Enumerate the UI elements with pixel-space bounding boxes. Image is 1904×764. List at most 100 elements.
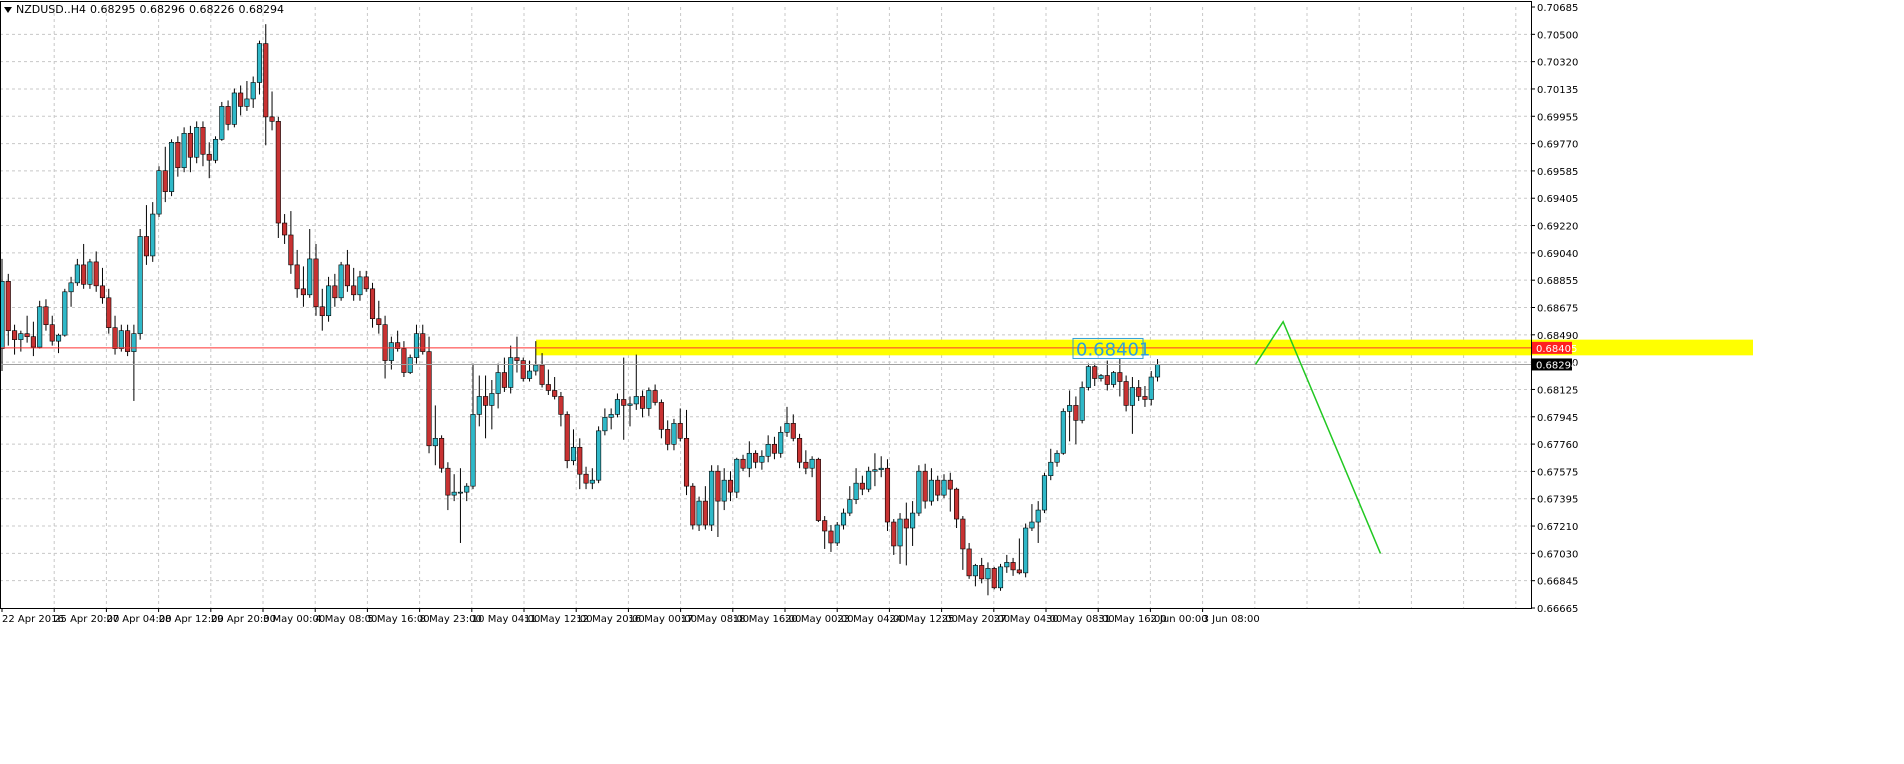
candle-down bbox=[426, 351, 432, 447]
chart-menu-icon[interactable] bbox=[4, 6, 12, 13]
candle-down bbox=[420, 333, 426, 352]
x-tick-label: 27 Apr 04:00 bbox=[106, 614, 171, 625]
candle-down bbox=[1010, 562, 1016, 571]
candle-up bbox=[746, 452, 752, 469]
candle-down bbox=[288, 234, 294, 266]
candle-down bbox=[269, 116, 275, 122]
candle-down bbox=[677, 423, 683, 439]
candle-up bbox=[614, 399, 620, 415]
candle-down bbox=[49, 324, 55, 342]
candle-up bbox=[671, 423, 677, 445]
candles bbox=[0, 24, 1161, 596]
candle-down bbox=[640, 396, 646, 409]
candle-down bbox=[740, 458, 746, 469]
candle-down bbox=[263, 43, 269, 118]
candle-up bbox=[326, 285, 332, 317]
candle-up bbox=[721, 479, 727, 502]
y-tick-label: 0.67760 bbox=[1537, 440, 1578, 451]
y-tick-label: 0.69585 bbox=[1537, 167, 1578, 178]
candle-down bbox=[401, 348, 407, 373]
candle-up bbox=[1054, 452, 1060, 463]
candle-down bbox=[483, 396, 489, 406]
candle-up bbox=[407, 357, 413, 373]
candle-down bbox=[859, 482, 865, 490]
x-tick-label: 16 May 00:00 bbox=[628, 614, 697, 625]
candle-down bbox=[702, 500, 708, 526]
candle-up bbox=[709, 470, 715, 526]
candle-up bbox=[847, 499, 853, 514]
candle-down bbox=[200, 127, 206, 155]
candle-up bbox=[589, 479, 595, 484]
candle-down bbox=[797, 438, 803, 463]
x-tick-label: 18 May 16:00 bbox=[733, 614, 802, 625]
candle-up bbox=[0, 281, 5, 349]
candle-up bbox=[432, 438, 438, 447]
zone-label: 0.68401 bbox=[1076, 339, 1150, 360]
candle-down bbox=[501, 372, 507, 388]
x-tick-label: 2 Jun 00:00 bbox=[1150, 614, 1207, 625]
x-tick-label: 10 May 04:00 bbox=[472, 614, 541, 625]
y-tick-label: 0.70685 bbox=[1537, 3, 1578, 14]
candle-down bbox=[966, 548, 972, 577]
x-tick-label: 20 May 00:00 bbox=[785, 614, 854, 625]
low-value: 0.68226 bbox=[189, 3, 235, 16]
candle-down bbox=[954, 488, 960, 520]
candle-down bbox=[313, 258, 319, 308]
candle-down bbox=[514, 357, 520, 361]
candle-down bbox=[294, 264, 300, 290]
candle-down bbox=[683, 438, 690, 487]
candle-down bbox=[652, 390, 658, 403]
candle-down bbox=[376, 318, 382, 325]
y-tick-label: 0.67210 bbox=[1537, 522, 1578, 533]
candle-down bbox=[445, 467, 451, 496]
x-tick-label: 3 May 00:00 bbox=[263, 614, 325, 625]
candle-down bbox=[960, 518, 966, 550]
candle-down bbox=[545, 384, 551, 391]
candle-up bbox=[608, 414, 614, 418]
candle-up bbox=[916, 470, 922, 514]
candle-down bbox=[382, 324, 388, 361]
candle-up bbox=[150, 213, 156, 257]
candle-down bbox=[1123, 381, 1129, 406]
candle-down bbox=[175, 141, 181, 169]
candle-up bbox=[809, 458, 815, 469]
candle-up bbox=[156, 170, 162, 215]
candle-up bbox=[219, 106, 225, 140]
current-price-tag-label: 0.68294 bbox=[1536, 360, 1577, 371]
x-tick-label: 11 May 12:00 bbox=[524, 614, 593, 625]
candle-down bbox=[93, 261, 99, 287]
candle-down bbox=[884, 467, 891, 523]
y-tick-label: 0.69955 bbox=[1537, 112, 1578, 123]
candle-up bbox=[74, 264, 80, 284]
y-tick-label: 0.70135 bbox=[1537, 85, 1578, 96]
y-tick-label: 0.66845 bbox=[1537, 577, 1578, 588]
candle-down bbox=[727, 479, 734, 493]
x-tick-label: 22 Apr 2016 bbox=[2, 614, 64, 625]
candle-up bbox=[357, 276, 363, 296]
candle-up bbox=[997, 566, 1004, 589]
candle-down bbox=[991, 568, 997, 589]
candle-down bbox=[558, 396, 564, 415]
overlays: 0.68401 bbox=[0, 320, 1531, 554]
x-tick-label: 25 Apr 20:00 bbox=[54, 614, 119, 625]
candle-up bbox=[118, 330, 124, 349]
candle-up bbox=[256, 43, 263, 83]
candle-down bbox=[282, 222, 288, 236]
line-price-tag bbox=[1532, 341, 1572, 354]
candle-up bbox=[37, 306, 43, 348]
candle-down bbox=[344, 264, 350, 287]
candle-up bbox=[131, 333, 137, 352]
candle-up bbox=[853, 482, 859, 500]
candle-down bbox=[1136, 387, 1142, 397]
candle-up bbox=[533, 364, 539, 372]
x-tick-label: 28 Apr 12:00 bbox=[159, 614, 224, 625]
candle-down bbox=[790, 423, 796, 439]
candle-down bbox=[1117, 372, 1123, 382]
y-tick-label: 0.68125 bbox=[1537, 385, 1578, 396]
candle-down bbox=[658, 402, 664, 430]
candle-up bbox=[457, 491, 463, 494]
candle-up bbox=[897, 518, 903, 547]
